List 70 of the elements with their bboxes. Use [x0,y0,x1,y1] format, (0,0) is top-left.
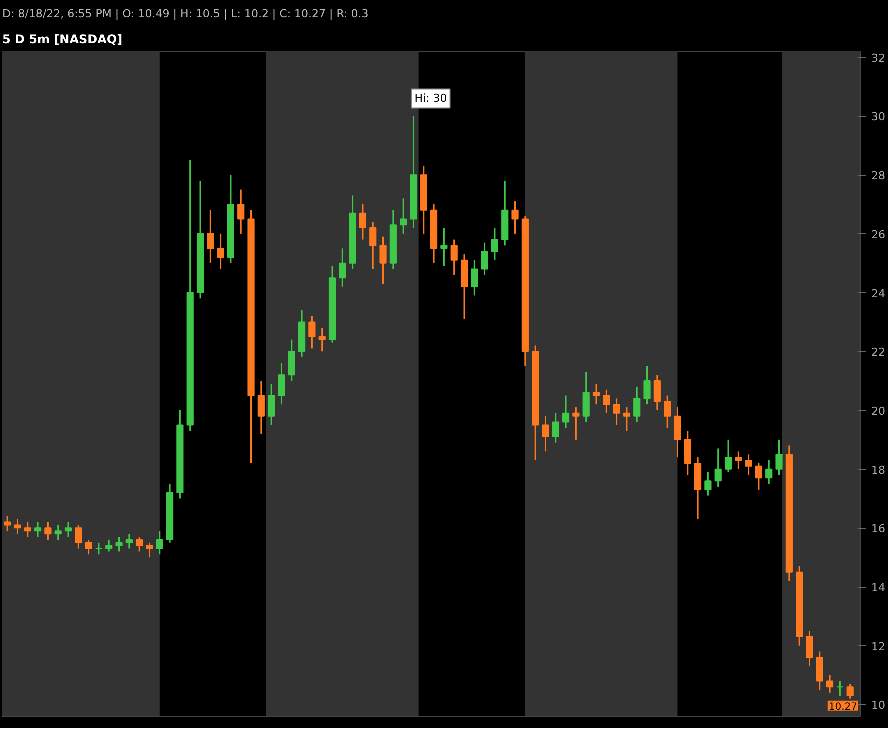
annotation: 10.27 [828,702,858,713]
y-tick-label: 14 [872,582,886,595]
candlestick [766,460,773,485]
y-tick-label: 32 [872,52,886,65]
candlestick [126,533,133,550]
candlestick [491,227,499,262]
candlestick [816,651,824,691]
candlestick [806,630,814,668]
chart-title: 5 D 5m [NASDAQ] [2,32,123,46]
y-tick-label: 20 [872,404,886,418]
candlestick [44,522,52,541]
candlestick [714,448,722,488]
candlestick [136,536,144,552]
candlestick [582,371,590,423]
y-tick-label: 18 [872,464,886,477]
candlestick [14,518,22,535]
candlestick [512,200,519,235]
y-tick-label: 22 [872,346,886,360]
candlestick [24,522,32,538]
y-tick-label: 10 [872,699,886,712]
candlestick [603,389,610,414]
candlestick [704,472,712,497]
candlestick [116,536,123,552]
candlestick [776,439,783,476]
annotation: Hi: 30 [414,92,448,106]
candlestick [826,674,834,694]
candlestick [613,398,620,426]
candlestick [572,406,580,441]
candlestick [85,539,92,556]
candlestick [75,524,82,550]
y-tick-label: 16 [872,522,886,536]
candlestick [440,227,448,268]
y-tick-label: 28 [872,170,886,183]
candlestick [217,233,224,270]
candlestick [552,412,560,444]
candlestick [836,680,844,697]
candlestick [481,242,488,276]
candlestick [95,542,103,556]
y-tick-label: 12 [872,640,886,654]
candlestick [664,395,672,429]
candlestick [654,374,661,412]
candlestick [34,522,42,538]
y-tick-label: 30 [872,110,886,124]
candlestick [450,239,458,276]
candlestick [592,383,600,406]
candlestick [106,539,113,552]
candlestick [634,386,641,423]
y-tick-label: 24 [872,287,886,300]
candlestick [684,430,692,476]
candlestick [471,260,478,296]
candlestick [238,189,245,235]
candlestick [846,683,854,700]
candlestick [207,210,214,264]
candlestick [4,516,12,532]
candlestick [562,395,570,429]
candlestick [644,366,651,406]
candlestick [258,380,265,435]
candlestick [724,439,732,474]
candlestick [735,450,742,470]
chart-subtitle: D: 8/18/22, 6:55 PM | O: 10.49 | H: 10.5 | L: 10.2 | C: 10.27 | R: 0.3 [2,8,369,20]
candlestick [542,416,550,452]
y-tick-label: 26 [872,228,886,242]
candlestick [755,462,763,491]
candlestick [146,542,154,558]
candlestick [64,522,72,538]
candlestick [745,454,752,476]
candlestick [623,406,631,432]
candlestick [156,530,164,556]
candlestick [674,406,682,458]
candlestick [54,524,62,541]
